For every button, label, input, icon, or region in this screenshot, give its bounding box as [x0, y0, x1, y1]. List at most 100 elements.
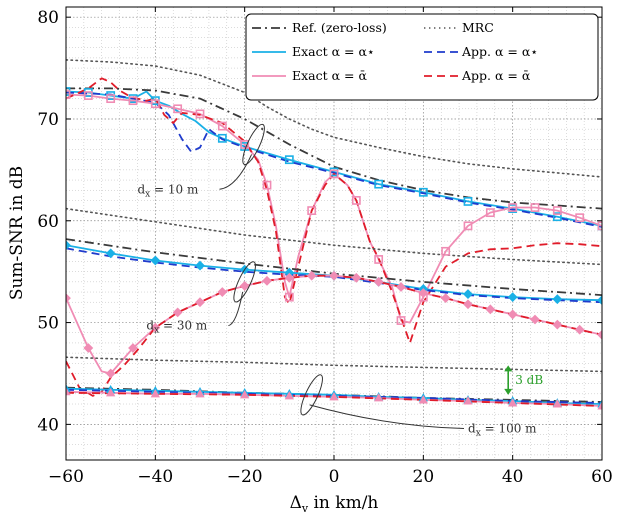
data-point: [441, 246, 451, 256]
x-tick-label: 0: [329, 467, 340, 487]
series-line-mrc-dx100: [66, 356, 602, 373]
legend-label-mrc: MRC: [462, 20, 494, 35]
legend-label-exact: Exact α = ᾱ: [292, 68, 367, 83]
x-tick-label: 60: [591, 467, 613, 487]
data-point: [329, 169, 339, 179]
data-point: [105, 248, 116, 259]
data-point: [552, 212, 562, 222]
data-point: [106, 387, 116, 397]
data-point: [329, 270, 339, 281]
data-point: [351, 272, 362, 283]
data-point: [374, 255, 384, 264]
data-point: [351, 196, 361, 205]
data-point: [217, 121, 227, 131]
data-point: [217, 287, 228, 297]
y-tick-label: 50: [37, 314, 59, 334]
legend: Ref. (zero-loss) MRC Exact α = α⋆ App. α = …: [245, 13, 599, 101]
data-point: [463, 197, 473, 206]
gap-label: 3 dB: [515, 373, 543, 387]
data-point: [418, 187, 428, 197]
annotation-label: dx = 10 m: [137, 182, 199, 199]
annotation-ellipse: [233, 261, 256, 303]
data-point: [575, 213, 585, 223]
data-point: [374, 179, 384, 189]
data-point: [373, 276, 384, 287]
data-point: [552, 319, 563, 330]
data-point: [240, 390, 250, 399]
y-tick-label: 70: [37, 110, 59, 130]
annotation-arrow: [309, 404, 465, 430]
data-point: [195, 260, 205, 271]
x-tick-label: −40: [137, 467, 173, 487]
data-point: [83, 91, 93, 100]
data-point: [418, 288, 429, 298]
data-point: [508, 203, 518, 212]
data-point: [463, 221, 473, 231]
legend-label-exact: Exact α = α⋆: [292, 44, 375, 59]
legend-label-app: App. α = ᾱ: [461, 68, 531, 83]
data-point: [440, 293, 451, 304]
data-point: [306, 270, 317, 281]
data-point: [329, 392, 339, 401]
data-point: [195, 297, 205, 308]
data-point: [240, 140, 250, 149]
data-point: [173, 104, 183, 114]
x-tick-label: 20: [413, 467, 435, 487]
data-point: [396, 282, 406, 292]
data-point: [507, 292, 518, 303]
data-point: [463, 289, 473, 299]
marker-layer: [66, 87, 602, 410]
annotation-arrow: [228, 291, 244, 327]
data-point: [597, 295, 602, 306]
series-line-mrc-dx30: [66, 207, 602, 266]
series-line-ref-zero-loss-dx10: [66, 87, 602, 210]
y-axis-title: Sum-SNR in dB: [7, 166, 27, 300]
data-point: [597, 329, 602, 340]
data-point: [217, 133, 227, 143]
data-point: [172, 307, 183, 318]
x-tick-label: −60: [48, 467, 84, 487]
annotation-label: dx = 30 m: [146, 319, 208, 336]
data-point: [128, 96, 138, 106]
axis-ticks: −60 −40 −20 0 20 40 60 40 50 60 70 80: [37, 7, 613, 487]
series-line-mrc-dx10: [66, 59, 602, 178]
data-point: [396, 316, 406, 325]
data-point: [262, 180, 272, 190]
data-point: [66, 386, 71, 396]
data-point: [239, 281, 250, 291]
gap-arrow-head-down: [504, 388, 513, 395]
data-point: [150, 322, 161, 333]
x-axis-title-symbol: Δ: [290, 493, 302, 513]
x-axis-title-rest: in km/h: [308, 493, 378, 513]
y-tick-label: 40: [37, 415, 59, 435]
data-point: [485, 304, 496, 315]
data-point: [530, 314, 540, 325]
series-line-exact-dx10: [66, 93, 602, 324]
y-tick-label: 60: [37, 212, 59, 232]
data-point: [284, 391, 294, 400]
series-line-app-dx10: [66, 77, 602, 344]
data-point: [83, 343, 94, 353]
data-point: [128, 343, 138, 353]
x-axis-title: Δv in km/h: [290, 493, 379, 515]
annotation-ellipse: [300, 374, 323, 416]
data-point: [508, 398, 518, 407]
data-point: [552, 206, 562, 215]
data-point: [307, 206, 317, 215]
data-point: [150, 99, 160, 109]
data-point: [463, 396, 473, 405]
x-axis-title-sub: v: [301, 502, 309, 515]
data-point: [106, 94, 116, 104]
data-point: [530, 203, 540, 212]
data-point: [418, 395, 428, 404]
annotation-ellipse: [242, 123, 265, 166]
data-point: [597, 221, 602, 231]
x-tick-label: −20: [227, 467, 263, 487]
data-point: [552, 399, 562, 408]
data-point: [195, 109, 205, 119]
annotation-layer: dx = 10 m dx = 30 m dx = 100 m 3 dB: [137, 123, 543, 439]
legend-box: [245, 13, 599, 101]
data-point: [485, 208, 495, 218]
series-line-app-dx30: [66, 274, 602, 397]
data-point: [284, 292, 294, 302]
